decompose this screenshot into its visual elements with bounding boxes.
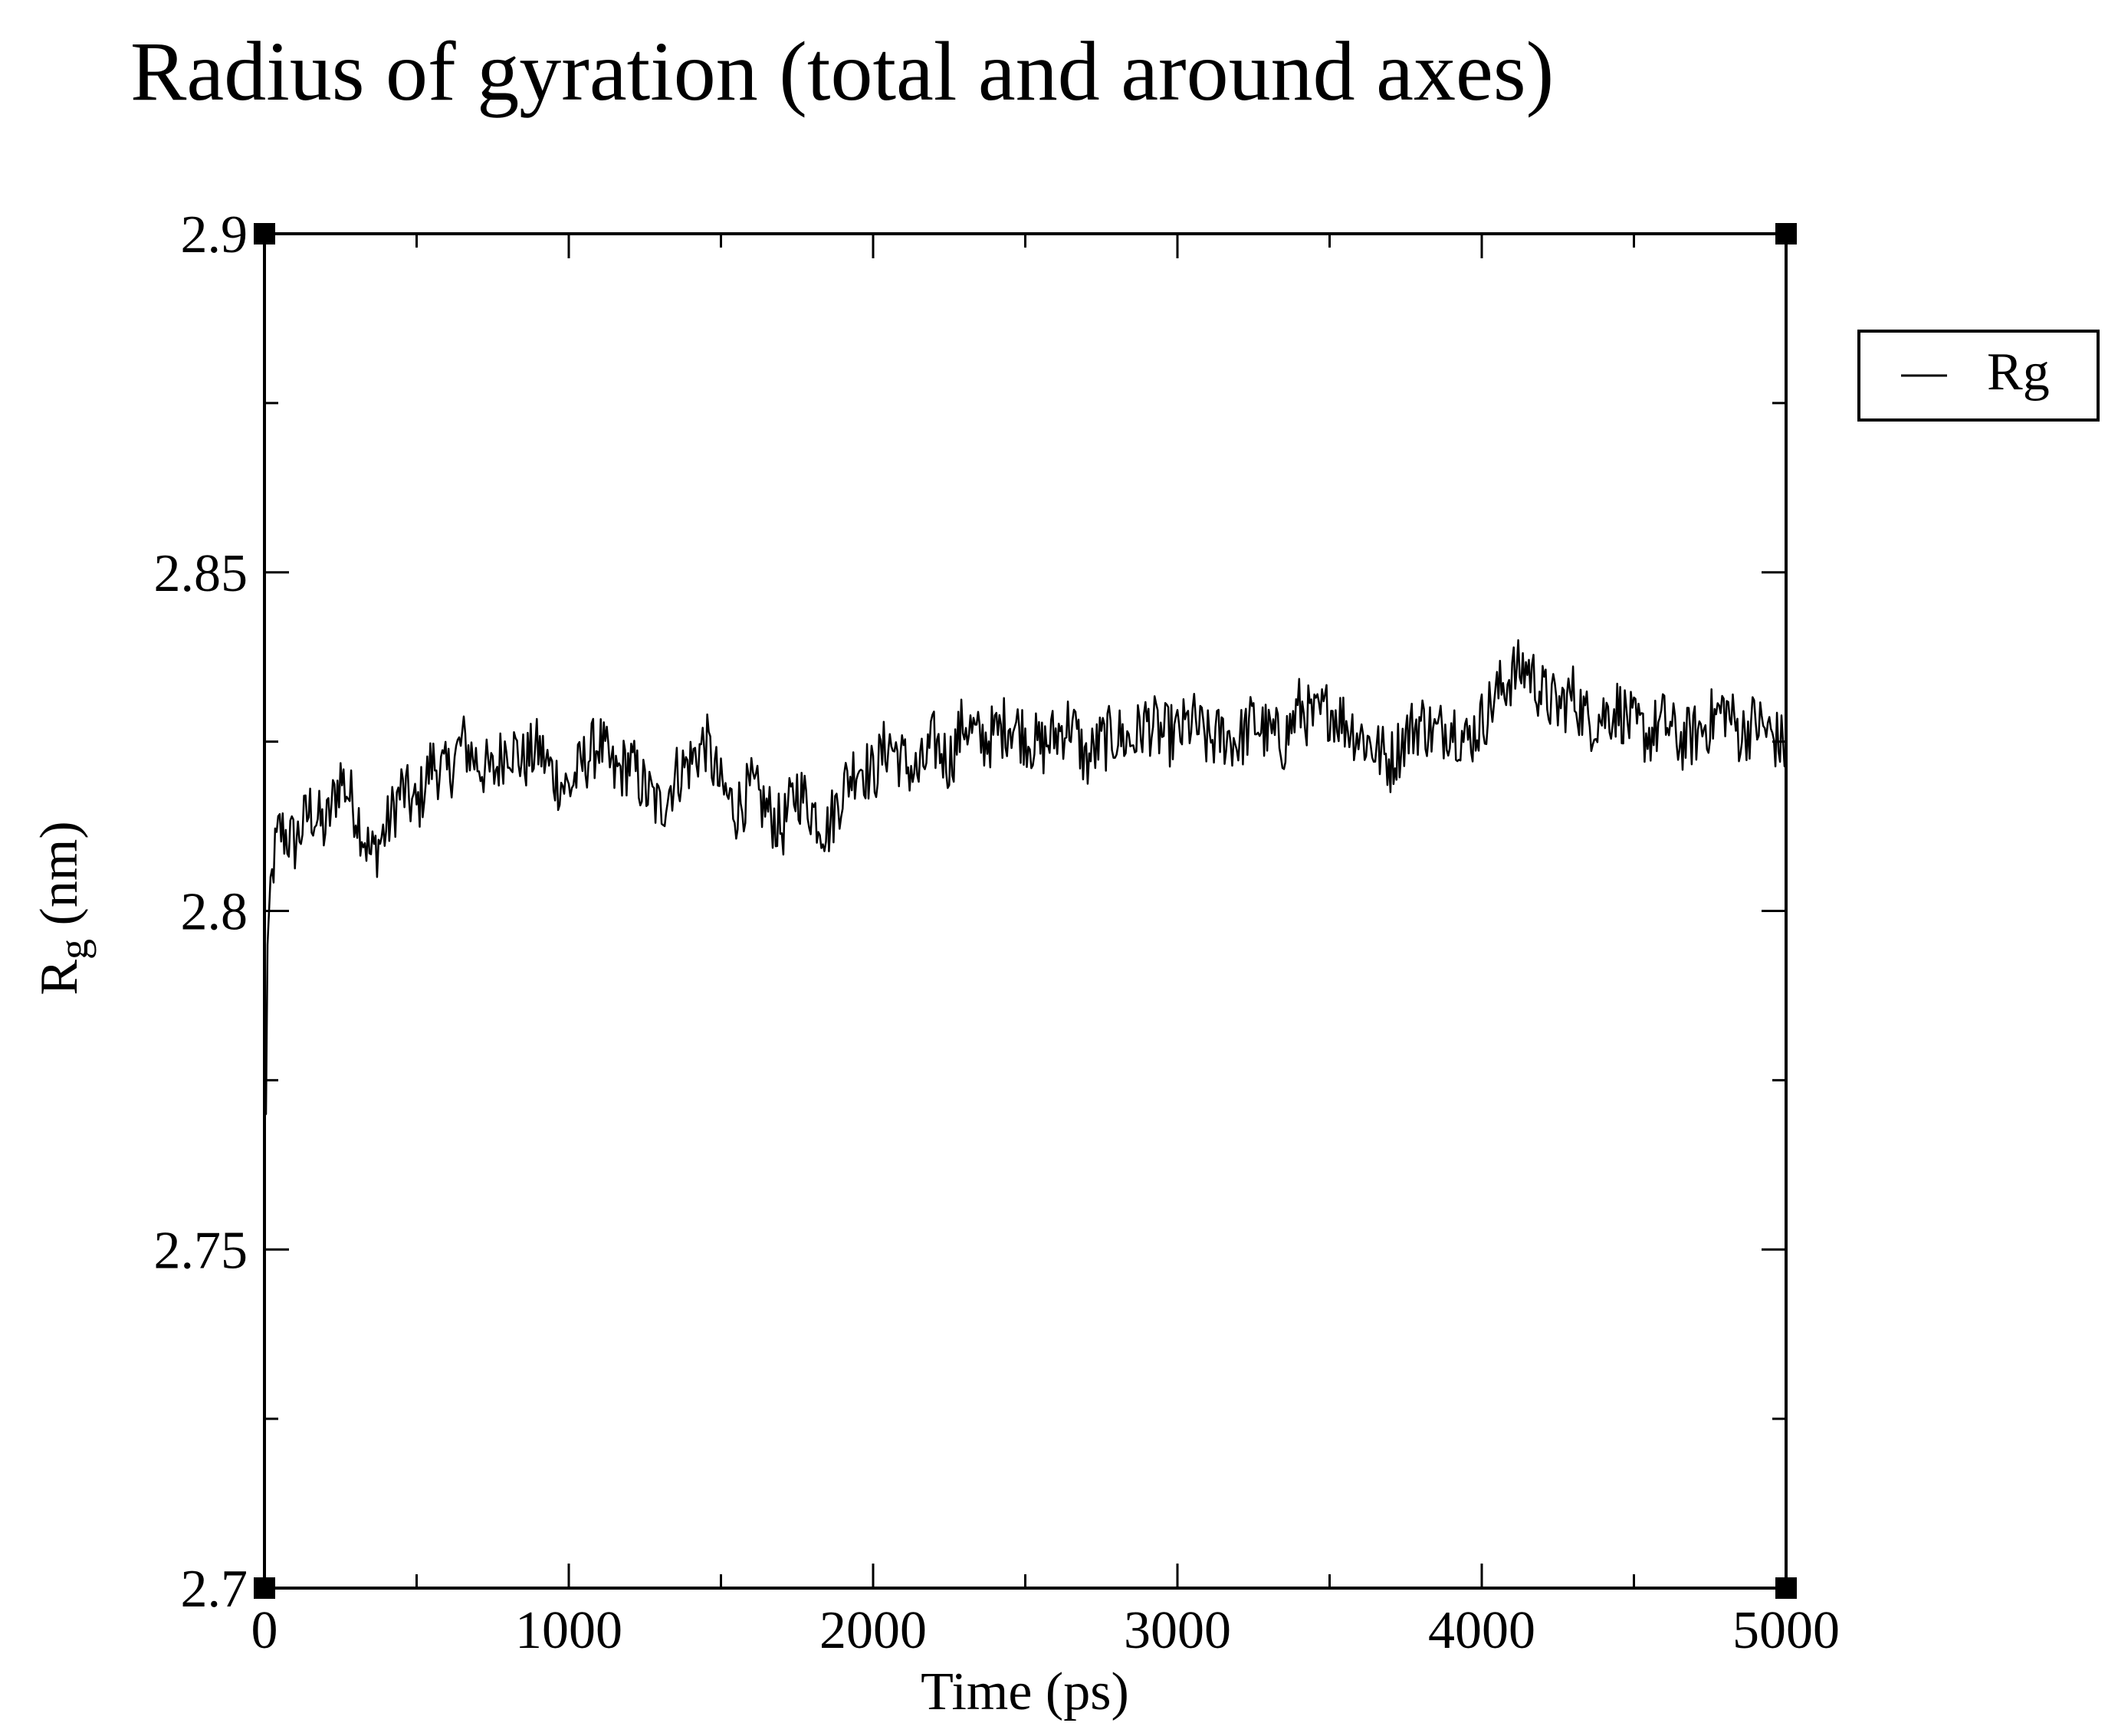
y-axis: 2.7 2.75 2.8 2.85 2.9: [154, 205, 1786, 1619]
y-axis-label-sub: g: [51, 939, 97, 960]
plot-frame: [254, 223, 1797, 1599]
legend-label-rg: Rg: [1987, 343, 2050, 402]
x-axis: 0 1000 2000 3000 4000 5000: [251, 234, 1840, 1660]
plot-border: [263, 232, 1788, 1590]
legend: Rg: [1857, 330, 2100, 422]
x-axis-label: Time (ps): [921, 1662, 1129, 1721]
x-tick-label: 1000: [515, 1601, 622, 1660]
x-tick-label: 3000: [1124, 1601, 1231, 1660]
y-axis-label-unit: (nm): [30, 821, 89, 939]
series-line-rg: [263, 638, 1788, 1115]
y-tick-label: 2.75: [154, 1221, 248, 1280]
y-tick-label: 2.8: [181, 883, 248, 942]
y-axis-label-main: R: [30, 960, 89, 996]
y-tick-label: 2.9: [181, 205, 248, 264]
series-layer: [263, 638, 1788, 1115]
legend-box: [1857, 330, 2100, 422]
chart-title: Radius of gyration (total and around axe…: [130, 25, 1554, 118]
y-tick-label: 2.7: [181, 1560, 248, 1619]
x-tick-label: 2000: [819, 1601, 927, 1660]
x-tick-label: 4000: [1428, 1601, 1535, 1660]
x-tick-label: 0: [251, 1601, 278, 1660]
y-axis-label: Rg (nm): [30, 821, 97, 995]
x-tick-label: 5000: [1732, 1601, 1840, 1660]
y-tick-label: 2.85: [154, 544, 248, 603]
